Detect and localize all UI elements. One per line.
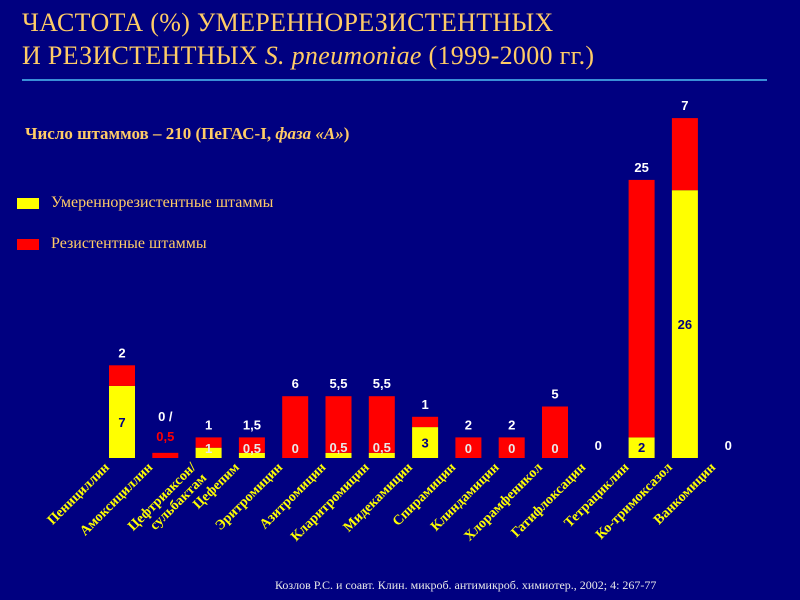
bar-resistant xyxy=(152,452,179,458)
data-label-resistant: 7 xyxy=(681,98,688,113)
subtitle-phase: фаза «А» xyxy=(275,124,344,143)
data-label-moderate: 0,5 xyxy=(156,429,174,444)
data-label-resistant: 5,5 xyxy=(373,376,391,391)
data-label-moderate: 1 xyxy=(205,441,212,456)
data-label-moderate: 0 xyxy=(465,441,472,456)
bar-resistant xyxy=(238,437,265,453)
category-label: Хлорамфеникол xyxy=(462,460,546,544)
data-label-moderate: 0,5 xyxy=(329,440,347,455)
bar-resistant xyxy=(498,437,525,458)
data-label-resistant: 5 xyxy=(551,387,558,402)
subtitle-prefix: Число штаммов – 210 (ПеГАС-I, xyxy=(25,124,276,143)
title-rule xyxy=(22,79,767,81)
title-line-2-suffix: (1999-2000 гг.) xyxy=(421,41,595,70)
data-label-resistant: 25 xyxy=(634,160,648,175)
legend-swatch-moderate xyxy=(17,197,39,209)
data-label-moderate: 3 xyxy=(421,436,428,451)
bar-resistant xyxy=(282,396,309,458)
data-label-moderate: 7 xyxy=(118,415,125,430)
citation: Козлов Р.С. и соавт. Клин. микроб. антим… xyxy=(275,578,657,592)
data-label-moderate: 0 xyxy=(551,441,558,456)
data-label-resistant: 2 xyxy=(508,417,515,432)
data-label-resistant: 2 xyxy=(118,345,125,360)
bar-moderate xyxy=(325,452,352,458)
page-title: ЧАСТОТА (%) УМЕРЕННОРЕЗИСТЕНТНЫХ И РЕЗИС… xyxy=(22,6,782,72)
category-label: Кларитромицин xyxy=(288,460,372,544)
legend-item-resistant: Резистентные штаммы xyxy=(17,234,207,254)
bar-resistant xyxy=(671,118,698,191)
data-label-moderate: 2 xyxy=(638,440,645,455)
legend-label-moderate: Умереннорезистентные штаммы xyxy=(51,194,274,211)
bar-resistant xyxy=(195,437,222,448)
bar-resistant xyxy=(325,396,352,453)
bar-moderate xyxy=(368,452,395,458)
strain-count-subtitle: Число штаммов – 210 (ПеГАС-I, фаза «А») xyxy=(25,124,349,144)
legend-item-moderate: Умереннорезистентные штаммы xyxy=(17,193,273,213)
data-label-resistant: 0 xyxy=(595,438,602,453)
data-label-resistant: 0 xyxy=(725,438,732,453)
data-label-resistant: 1 xyxy=(205,417,212,432)
title-line-2-prefix: И РЕЗИСТЕНТНЫХ xyxy=(22,41,265,70)
data-label-moderate: 0,5 xyxy=(243,441,261,456)
title-species: S. pneumoniae xyxy=(264,41,422,70)
data-label-moderate: 0 xyxy=(292,441,299,456)
bar-moderate xyxy=(628,437,655,458)
bar-resistant xyxy=(412,416,439,428)
title-line-2: И РЕЗИСТЕНТНЫХ S. pneumoniae (1999-2000 … xyxy=(22,39,782,72)
data-label-resistant: 1,5 xyxy=(243,417,261,432)
bar-moderate xyxy=(238,452,265,458)
category-label: Гатифлоксацин xyxy=(509,460,589,540)
bar-moderate xyxy=(195,447,222,458)
bar-resistant xyxy=(455,437,482,458)
legend-swatch-resistant xyxy=(17,238,39,250)
data-label-resistant: 2 xyxy=(465,417,472,432)
bar-moderate xyxy=(109,385,135,458)
bar-resistant xyxy=(368,396,395,453)
data-label-resistant: 6 xyxy=(292,376,299,391)
data-label-resistant: 0 / xyxy=(158,409,173,424)
data-label-resistant: 1 xyxy=(421,397,428,412)
data-label-resistant: 5,5 xyxy=(329,376,347,391)
data-label-moderate: 0 xyxy=(508,441,515,456)
bar-resistant xyxy=(628,179,655,438)
bar-resistant xyxy=(109,365,135,386)
subtitle-suffix: ) xyxy=(343,124,350,143)
bar-moderate xyxy=(412,427,439,458)
bar-moderate xyxy=(671,190,698,458)
data-label-moderate: 26 xyxy=(678,317,692,332)
category-label: Ко-тримоксазол xyxy=(593,460,676,543)
bar-resistant xyxy=(542,406,568,458)
data-label-moderate: 0,5 xyxy=(373,440,391,455)
legend-label-resistant: Резистентные штаммы xyxy=(51,235,207,252)
title-line-1: ЧАСТОТА (%) УМЕРЕННОРЕЗИСТЕНТНЫХ xyxy=(22,8,554,37)
